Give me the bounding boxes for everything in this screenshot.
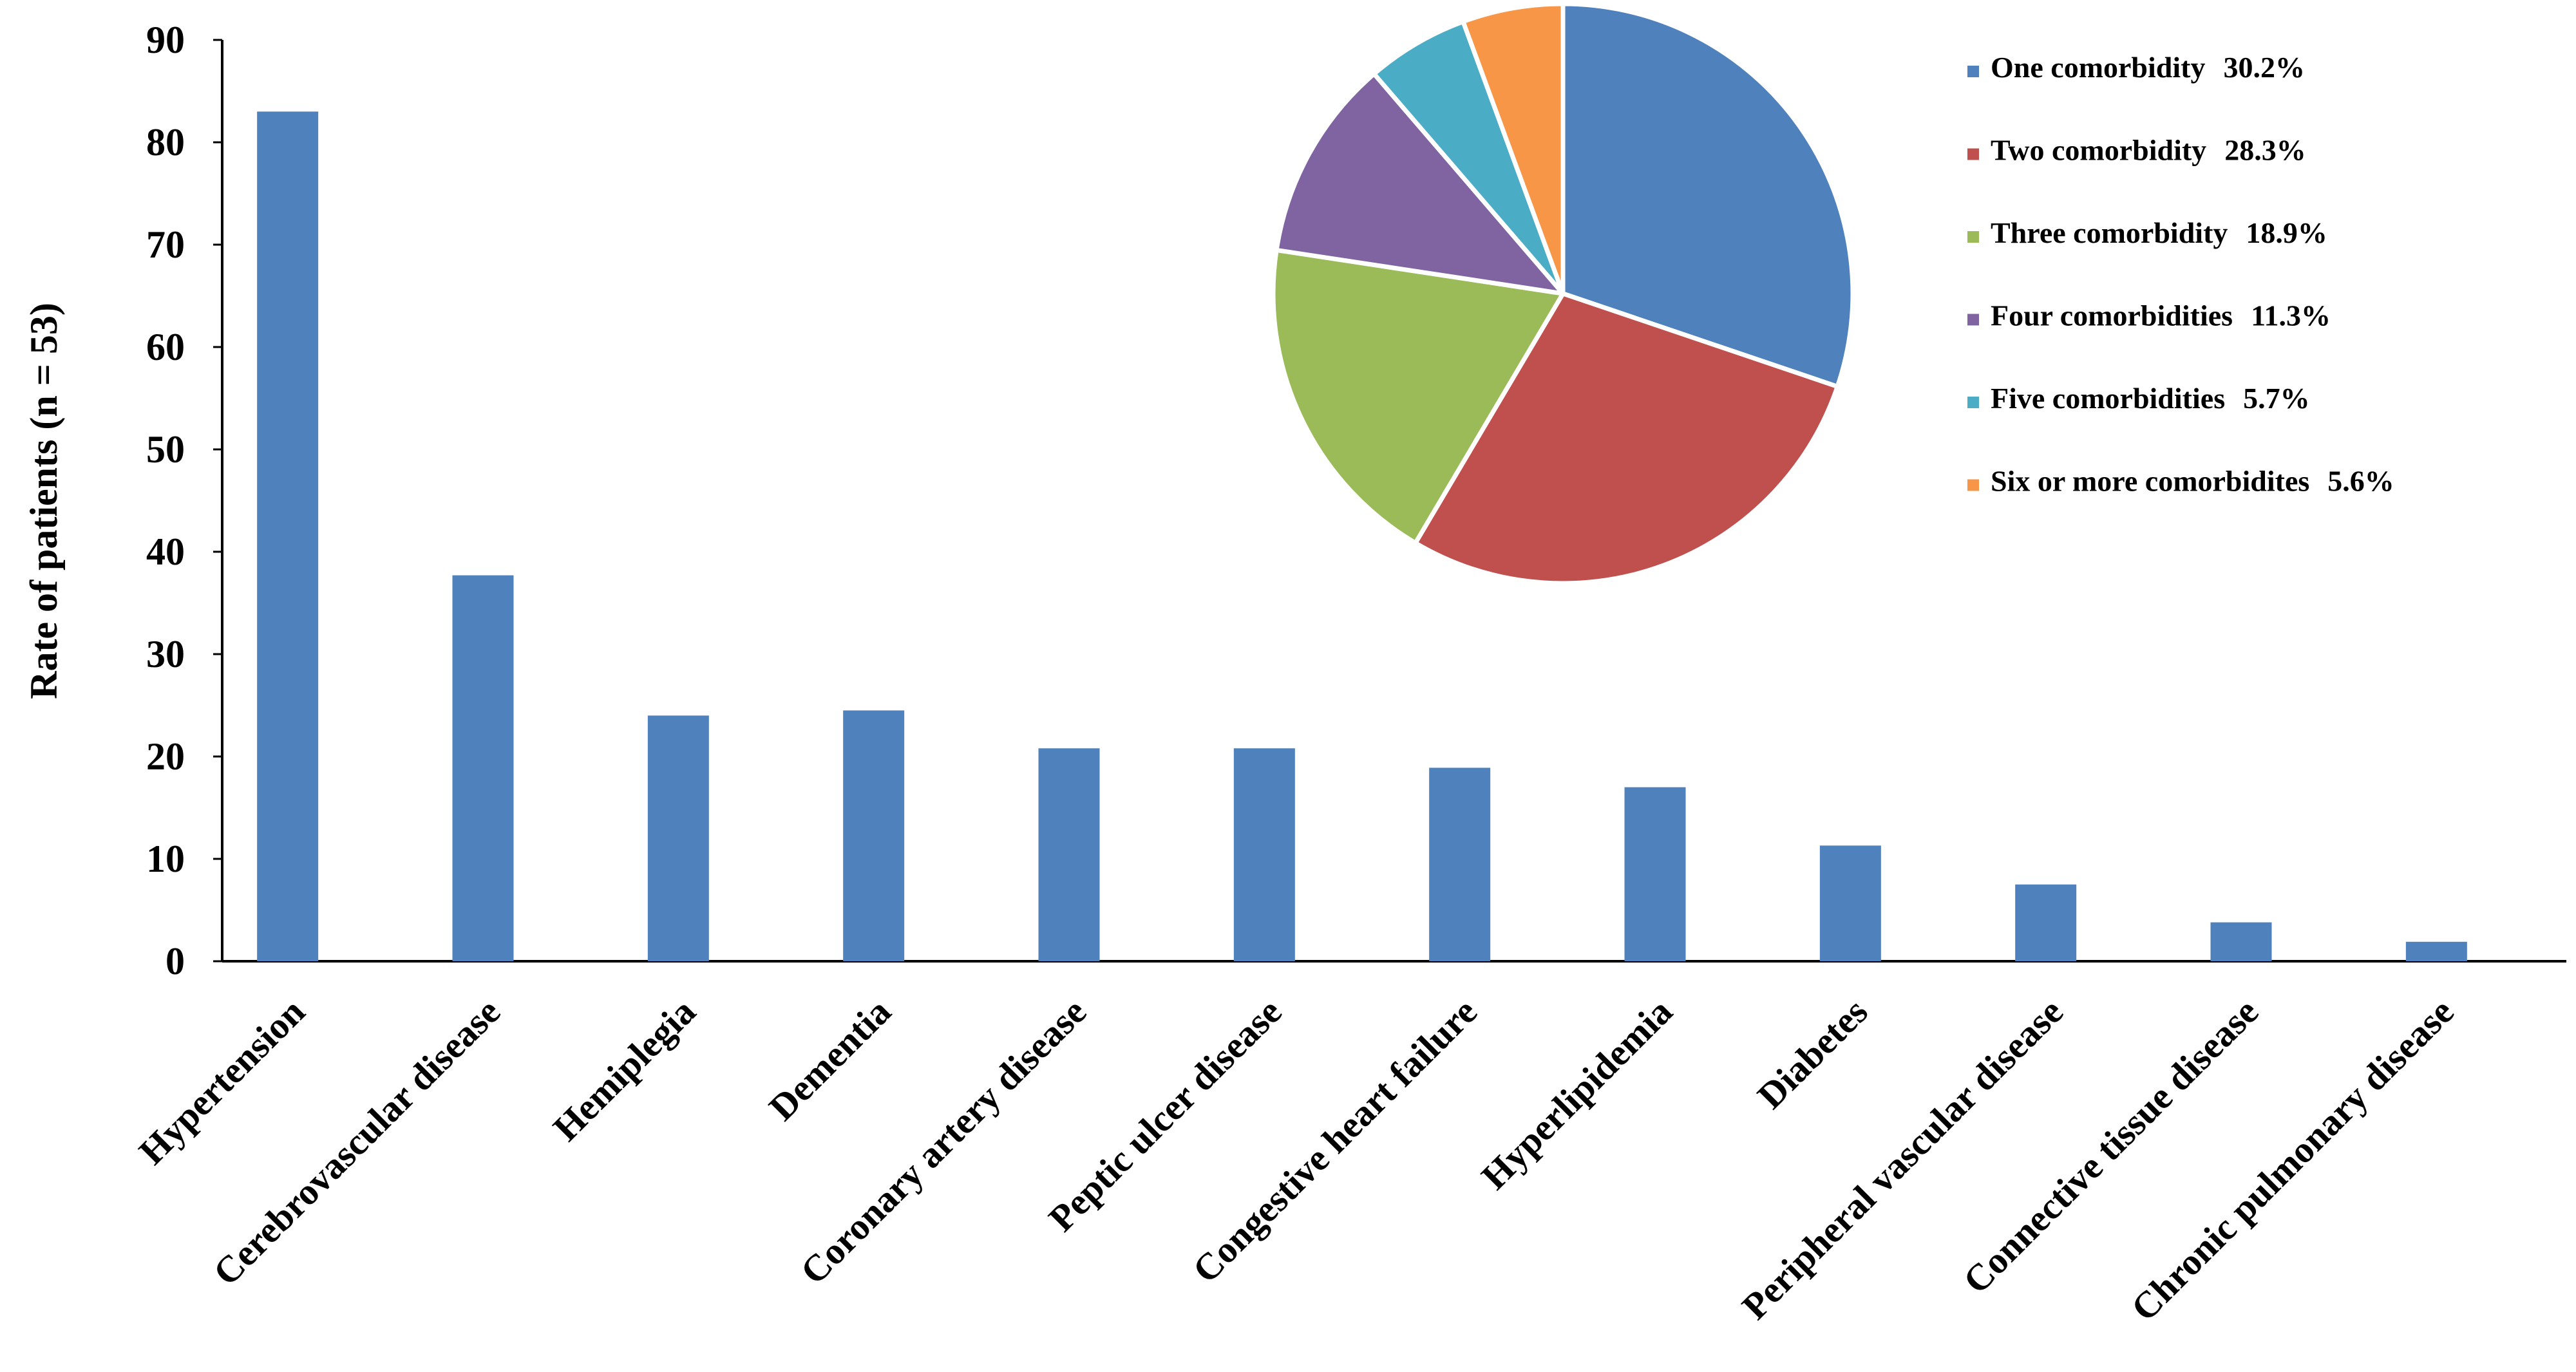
legend-swatch: [1967, 314, 1979, 326]
y-tick-label: 80: [146, 121, 185, 164]
legend-swatch: [1967, 479, 1979, 491]
x-tick-label: Dementia: [761, 990, 899, 1129]
legend-swatch: [1967, 231, 1979, 243]
y-tick-label: 90: [146, 19, 185, 61]
bar: [1624, 787, 1686, 961]
legend-item: One comorbidity 30.2%: [1967, 51, 2305, 84]
legend-value: 30.2%: [2223, 51, 2305, 84]
bar: [2405, 941, 2467, 961]
pie-chart: [1271, 1, 1855, 586]
legend-label-text: Four comorbidities: [1991, 299, 2233, 332]
legend-item: Three comorbidity 18.9%: [1967, 216, 2327, 249]
bar: [647, 715, 709, 961]
legend-value: 5.7%: [2243, 382, 2310, 415]
x-tick-label: Chronic pulmonary disease: [2123, 990, 2462, 1329]
y-tick-label: 30: [146, 633, 185, 675]
y-tick-label: 20: [146, 735, 185, 778]
y-axis-label: Rate of patients (n = 53): [23, 303, 65, 699]
bar: [1233, 748, 1295, 961]
bar: [1819, 845, 1881, 961]
y-tick-label: 50: [146, 428, 185, 471]
pie-slice: [1560, 1, 1855, 389]
bar: [2210, 922, 2272, 961]
bar: [1429, 767, 1491, 961]
legend-value: 18.9%: [2246, 216, 2327, 249]
legend-value: 11.3%: [2251, 299, 2331, 332]
y-tick-label: 0: [166, 940, 185, 982]
legend-label-text: Six or more comorbidites: [1991, 465, 2309, 498]
legend-label: Three comorbidity 18.9%: [1991, 216, 2327, 249]
bar: [1038, 748, 1100, 961]
legend-label: Six or more comorbidites 5.6%: [1991, 465, 2394, 498]
pie-slice: [1461, 1, 1566, 296]
x-tick-label: Hemiplegia: [545, 990, 703, 1149]
legend-value: 5.6%: [2327, 465, 2394, 498]
bar: [843, 710, 905, 961]
x-tick-label: Hypertension: [131, 990, 313, 1172]
legend-label-text: Five comorbidities: [1991, 382, 2225, 415]
legend-swatch: [1967, 397, 1979, 408]
legend-label-text: Three comorbidity: [1991, 216, 2228, 249]
legend-swatch: [1967, 148, 1979, 160]
x-tick-label: Hyperlipidemia: [1473, 990, 1681, 1198]
x-tick-label: Diabetes: [1749, 990, 1875, 1116]
legend-value: 28.3%: [2224, 134, 2306, 167]
bar-series: [257, 111, 2467, 961]
legend-item: Four comorbidities 11.3%: [1967, 299, 2331, 332]
y-tick-label: 70: [146, 223, 185, 266]
legend-swatch: [1967, 66, 1979, 77]
legend-label: One comorbidity 30.2%: [1991, 51, 2305, 84]
bar: [257, 111, 319, 961]
y-tick-label: 60: [146, 326, 185, 368]
y-tick-label: 40: [146, 531, 185, 573]
legend-label: Four comorbidities 11.3%: [1991, 299, 2331, 332]
bar: [452, 575, 514, 961]
y-tick-label: 10: [146, 838, 185, 880]
legend-item: Six or more comorbidites 5.6%: [1967, 465, 2394, 498]
pie-slice: [1271, 247, 1566, 545]
legend-label-text: One comorbidity: [1991, 51, 2205, 84]
bar: [2015, 884, 2077, 961]
pie-slice: [1274, 71, 1566, 296]
legend-item: Five comorbidities 5.7%: [1967, 382, 2310, 415]
pie-slice: [1372, 19, 1566, 296]
legend-label-text: Two comorbidity: [1991, 134, 2206, 167]
legend-label: Two comorbidity 28.3%: [1991, 134, 2306, 167]
y-axis: 0 10 20 30 40 50 60 70 80 90 Rate of patients (n =…: [23, 19, 223, 982]
legend-label: Five comorbidities 5.7%: [1991, 382, 2310, 415]
legend-item: Two comorbidity 28.3%: [1967, 134, 2306, 167]
pie-legend: One comorbidity 30.2% Two comorbidity 28.3%…: [1967, 51, 2394, 498]
x-tick-label: Peripheral vascular disease: [1734, 990, 2071, 1328]
